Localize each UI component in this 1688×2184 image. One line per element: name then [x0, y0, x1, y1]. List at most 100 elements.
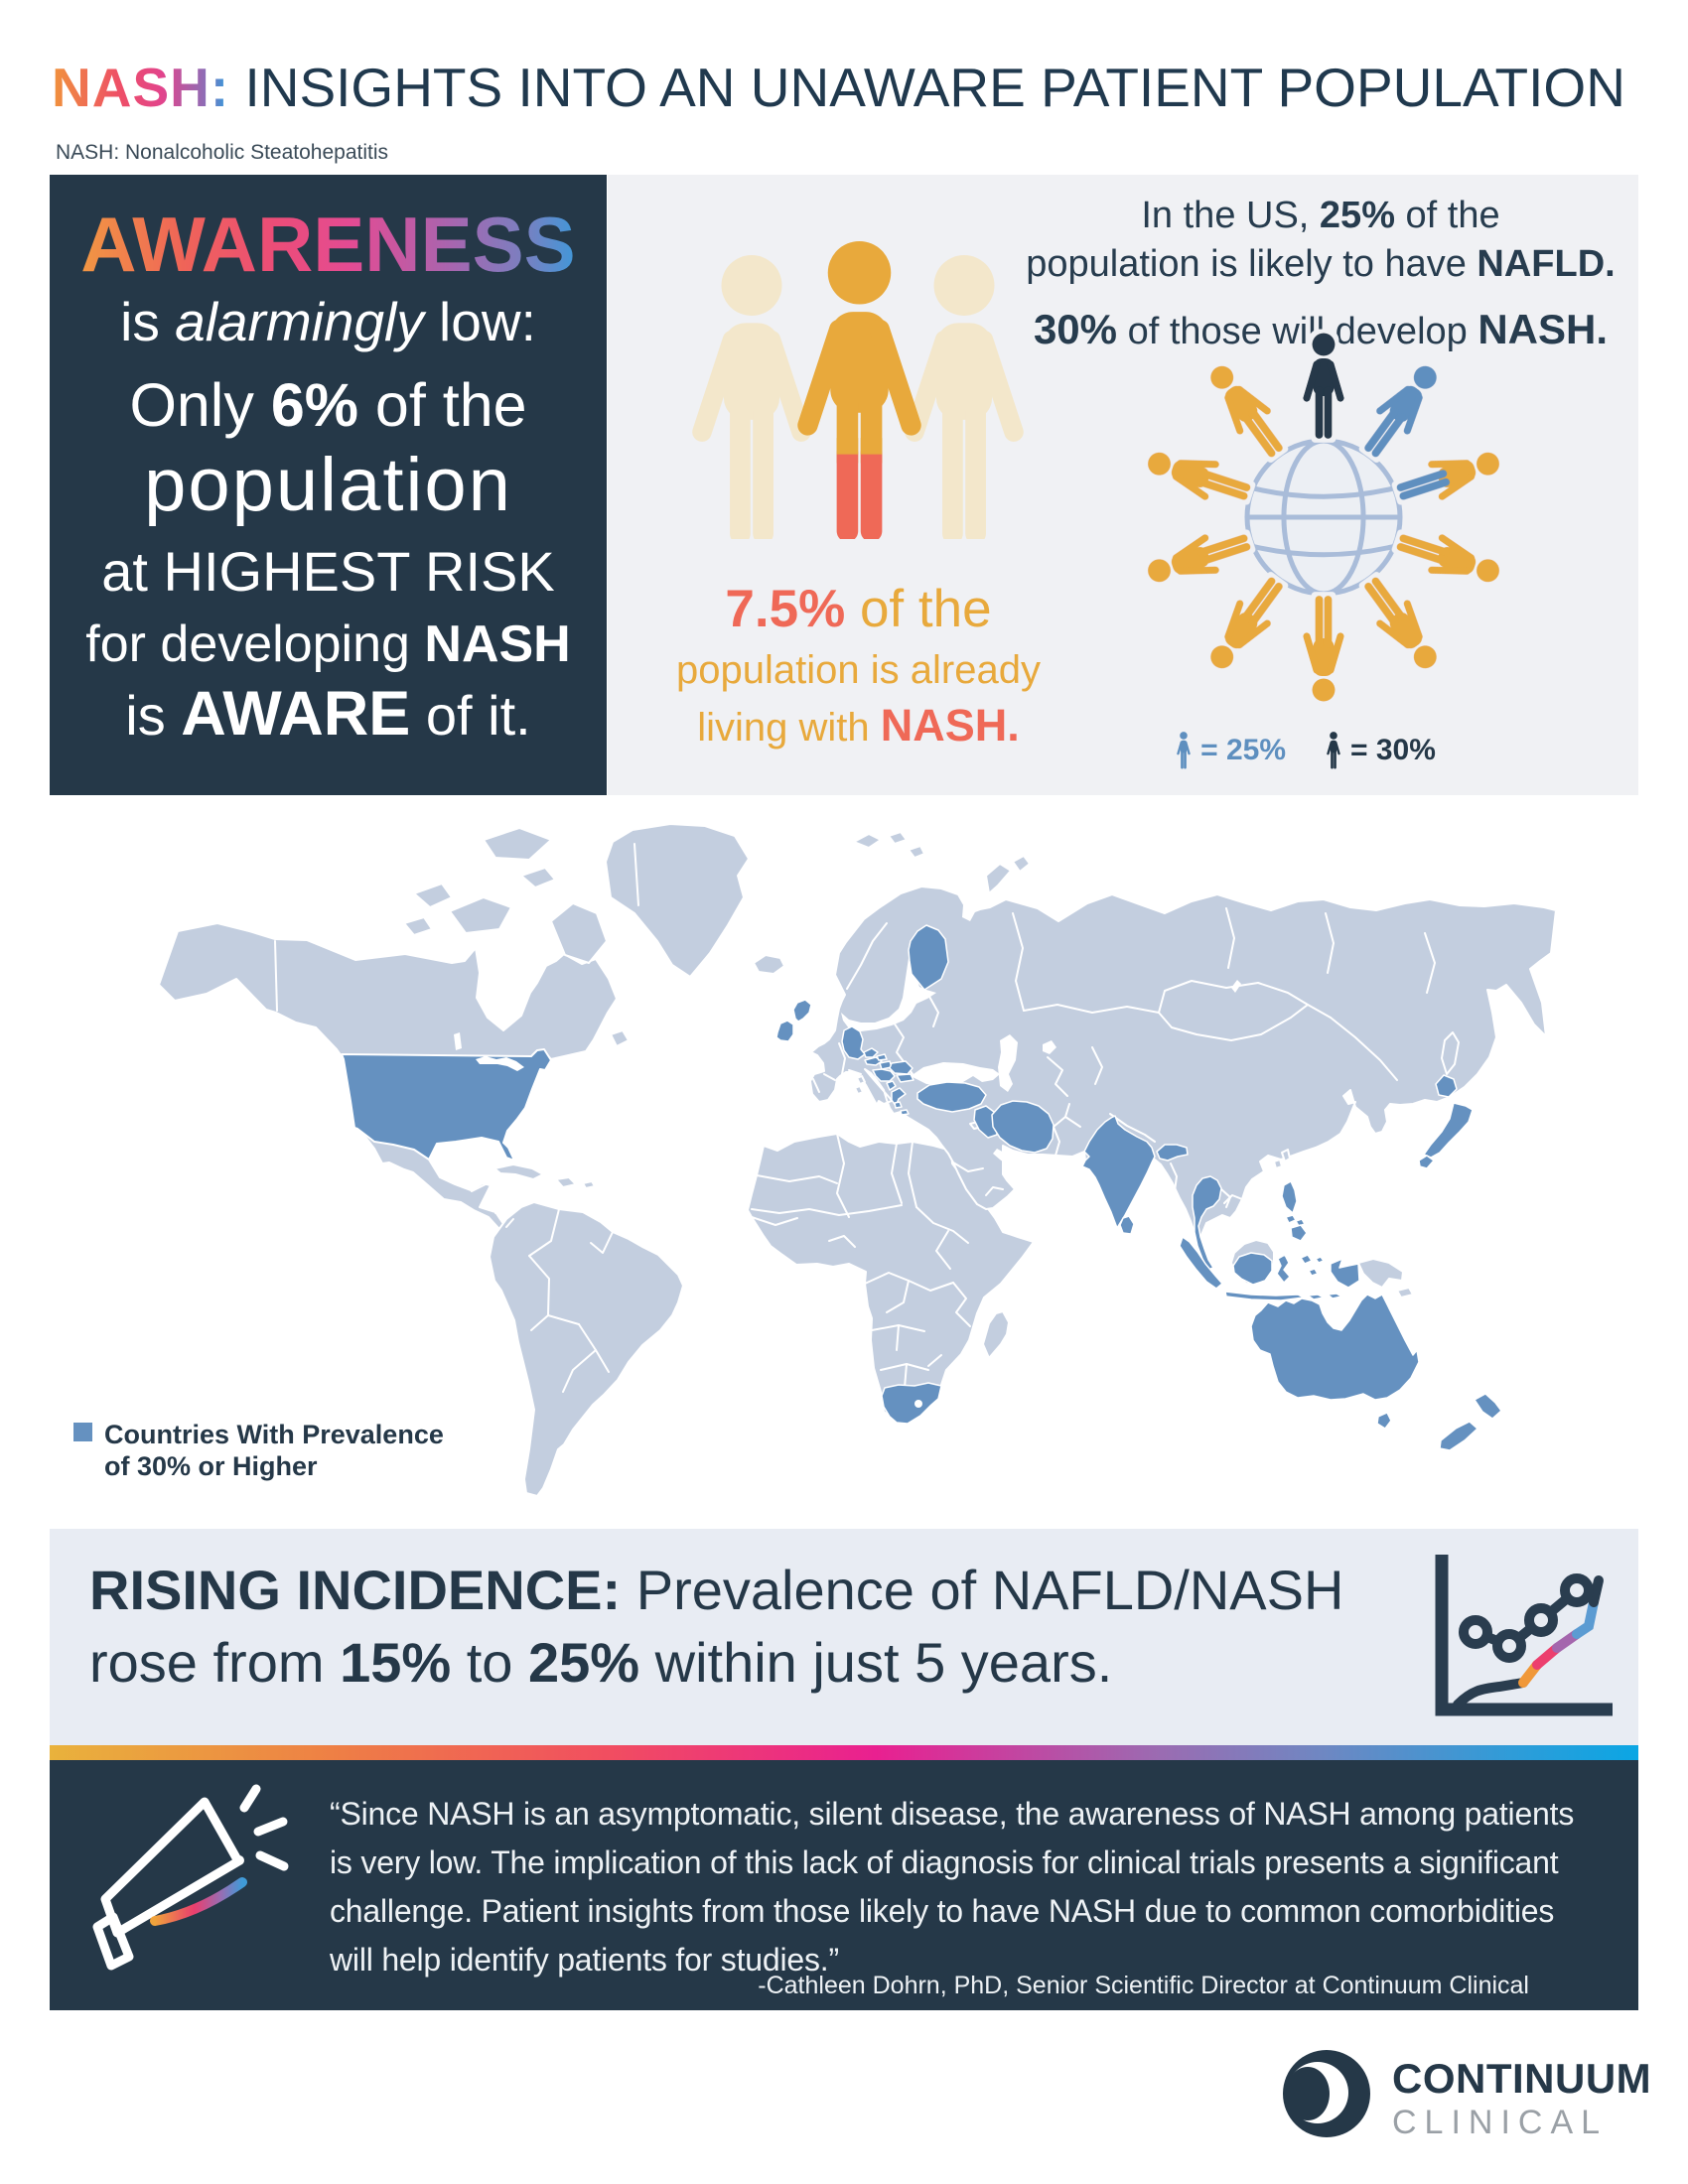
title-accent: NASH:: [52, 57, 230, 118]
map-border: [1225, 907, 1235, 969]
map-landmass: [888, 831, 908, 845]
brand-logo: CONTINUUM CLINICAL: [1271, 2047, 1652, 2146]
map-country-highlight: [1232, 1252, 1273, 1286]
map-country-highlight: [908, 924, 949, 991]
map-landmass: [853, 833, 882, 849]
map-border: [756, 1174, 838, 1184]
map-country-highlight: [1474, 1393, 1502, 1420]
map-border: [848, 1069, 862, 1075]
map-country-highlight: [916, 1081, 987, 1113]
map-border: [823, 1073, 836, 1081]
map-border: [908, 1280, 954, 1292]
map-water: [914, 1400, 922, 1408]
map-border: [927, 1354, 942, 1367]
map-border: [1424, 932, 1436, 994]
us-stat: In the US, 25% of the population is like…: [1026, 195, 1616, 353]
map-border: [935, 1230, 951, 1270]
map-landmass: [483, 827, 552, 861]
brand-name: CONTINUUM: [1392, 2055, 1652, 2102]
map-border: [1053, 1126, 1060, 1157]
map-landmass: [854, 1085, 864, 1095]
map-country-highlight: [891, 1087, 907, 1107]
globe-person-icon: [1148, 452, 1251, 500]
map-country-highlight: [341, 1048, 552, 1161]
map-border: [528, 1255, 580, 1325]
line-chart-icon: [1435, 1555, 1613, 1716]
map-landmass: [550, 902, 608, 964]
globe-person-icon: [1303, 333, 1344, 439]
page-subtitle: NASH: Nonalcoholic Steatohepatitis: [56, 141, 389, 164]
map-country-highlight: [896, 1073, 914, 1083]
globe-person-icon: [1396, 452, 1499, 500]
map-border: [1158, 1004, 1309, 1041]
map-border: [952, 1161, 984, 1172]
awareness-line7: is AWARE of it.: [125, 679, 531, 749]
awareness-headline: AWARENESS: [50, 200, 607, 290]
map-border: [633, 843, 639, 906]
map-border: [471, 1183, 487, 1192]
map-country-highlight: [792, 999, 812, 1023]
map-country-highlight: [894, 1101, 903, 1109]
rising-text: RISING INCIDENCE: Prevalence of NAFLD/NA…: [89, 1559, 1344, 1694]
map-border: [1012, 912, 1025, 1012]
map-landmass: [582, 1180, 596, 1189]
globe-person-icon: [1210, 577, 1283, 669]
map-border: [274, 940, 278, 1012]
map-landmass: [555, 1176, 577, 1188]
quote-text: “Since NASH is an asymptomatic, silent d…: [330, 1796, 1575, 1978]
map-border: [891, 1143, 903, 1204]
map-landmass: [610, 1029, 630, 1047]
map-country-highlight: [1285, 1214, 1297, 1224]
map-border: [838, 1042, 846, 1075]
map-border: [893, 1022, 907, 1065]
rising-incidence-band: RISING INCIDENCE: Prevalence of NAFLD/NA…: [50, 1529, 1638, 1745]
map-landmass: [1441, 1031, 1460, 1075]
map-country-highlight: [1423, 1102, 1474, 1159]
awareness-line3: Only 6% of the: [129, 371, 527, 439]
map-country-highlight: [1156, 1144, 1189, 1161]
map-country-highlight: [1192, 1175, 1222, 1271]
map-border: [1330, 1017, 1398, 1081]
map-border: [927, 994, 939, 1027]
globe-person-icon: [1396, 534, 1499, 583]
map-country-highlight: [1327, 1293, 1342, 1299]
map-border: [812, 1078, 820, 1093]
map-landmass: [753, 954, 785, 975]
map-border: [908, 1141, 917, 1208]
map-legend-swatch: [73, 1423, 92, 1441]
map-border: [562, 1349, 597, 1393]
map-border: [1220, 1188, 1231, 1208]
awareness-line5: at HIGHEST RISK: [101, 540, 555, 603]
map-landmass: [605, 823, 750, 978]
map-landmass: [1273, 1159, 1283, 1169]
map-country-highlight: [1224, 1291, 1305, 1301]
map-country-highlight: [1308, 1268, 1319, 1277]
map-landmass: [1357, 1258, 1404, 1289]
map-country-highlight: [876, 1053, 888, 1061]
globe-legend-25: = 25%: [1176, 732, 1286, 769]
map-water: [1043, 1040, 1056, 1054]
brand-sub: CLINICAL: [1392, 2104, 1609, 2141]
map-border: [1158, 980, 1332, 1019]
map-country-highlight: [1435, 1074, 1458, 1098]
globe-person-icon: [1210, 365, 1283, 458]
map-country-highlight: [872, 1068, 896, 1082]
map-water: [962, 901, 976, 921]
globe-person-icon: [1364, 365, 1437, 458]
map-country-highlight: [900, 1109, 910, 1116]
map-border: [836, 1133, 850, 1218]
map-border: [828, 1235, 856, 1248]
awareness-line4: population: [144, 443, 512, 527]
megaphone-icon: [92, 1784, 289, 1971]
map-border: [1109, 1113, 1156, 1143]
map-country-highlight: [991, 1100, 1055, 1154]
map-border: [1223, 1194, 1243, 1204]
map-water: [1231, 980, 1241, 993]
map-country-highlight: [1179, 1236, 1223, 1290]
map-landmass: [982, 1310, 1010, 1359]
map-border: [985, 1186, 1004, 1196]
map-landmass: [449, 896, 512, 934]
map-border: [1091, 1046, 1103, 1085]
map-border: [1064, 1103, 1070, 1118]
